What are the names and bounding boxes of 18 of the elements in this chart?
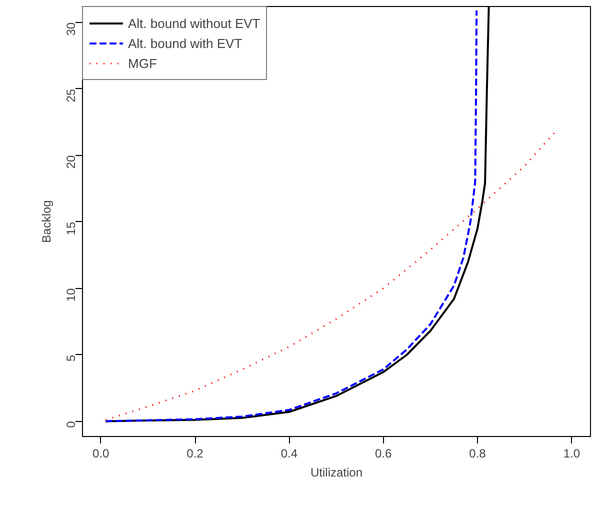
y-tick-label: 5 bbox=[64, 354, 78, 362]
x-tick-label: 0.6 bbox=[375, 446, 392, 460]
x-tick-label: 0.8 bbox=[469, 446, 486, 460]
x-axis-title: Utilization bbox=[310, 466, 363, 480]
legend-label: Alt. bound without EVT bbox=[128, 16, 260, 30]
y-tick-label: 20 bbox=[64, 155, 78, 169]
y-tick-label: 15 bbox=[64, 222, 78, 236]
y-tick-label: 10 bbox=[64, 288, 78, 302]
legend-label: MGF bbox=[128, 56, 157, 70]
x-tick-label: 1.0 bbox=[563, 446, 580, 460]
y-tick-label: 25 bbox=[64, 88, 78, 102]
x-tick-label: 0.2 bbox=[186, 446, 204, 460]
x-tick-label: 0.4 bbox=[280, 446, 298, 460]
y-tick-label: 0 bbox=[64, 420, 78, 428]
y-axis-title: Backlog bbox=[40, 200, 54, 243]
y-tick-label: 30 bbox=[64, 22, 78, 36]
x-tick-label: 0.0 bbox=[92, 446, 110, 460]
legend-label: Alt. bound with EVT bbox=[128, 36, 242, 50]
